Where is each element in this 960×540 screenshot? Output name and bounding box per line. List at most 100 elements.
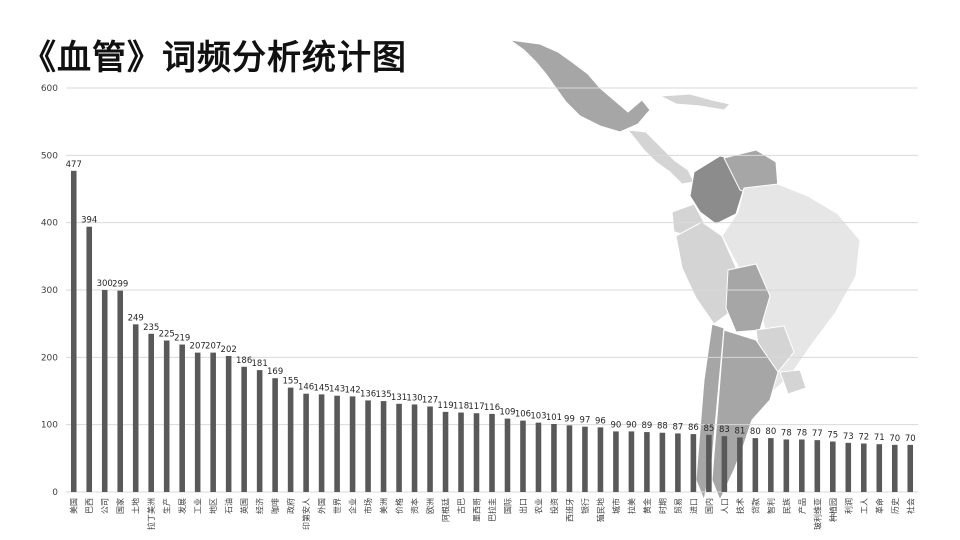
x-tick-label: 利润 [843, 498, 853, 514]
x-tick-label: 世界 [332, 498, 342, 514]
data-label: 127 [422, 395, 438, 405]
data-label: 97 [580, 416, 591, 426]
bar [520, 420, 526, 492]
bar [396, 403, 402, 492]
y-axis-ticks: 0 100 200 300 400 500 600 [41, 84, 58, 498]
x-tick-label: 技术 [735, 498, 745, 514]
x-tick-label: 生产 [162, 498, 172, 514]
bar [644, 432, 650, 492]
x-tick-label: 英国 [239, 498, 249, 514]
data-label: 136 [360, 389, 376, 399]
data-label: 88 [657, 422, 668, 432]
bar [706, 434, 712, 492]
bar [272, 378, 278, 492]
bar [380, 401, 387, 492]
data-label: 207 [205, 342, 221, 352]
bar [597, 427, 604, 492]
data-label: 103 [530, 412, 546, 422]
bar [210, 352, 216, 492]
data-label: 83 [719, 425, 730, 435]
bar [117, 290, 124, 492]
x-tick-label: 贸易 [673, 498, 683, 514]
data-label: 81 [734, 426, 745, 436]
bar [659, 432, 666, 492]
bar [256, 370, 263, 492]
x-tick-label: 国际 [503, 498, 512, 514]
bar [737, 437, 743, 492]
data-label: 73 [843, 432, 854, 442]
data-label: 235 [143, 323, 159, 333]
y-tick-label: 0 [52, 488, 58, 498]
x-tick-label: 银行 [580, 498, 590, 514]
data-label: 101 [546, 413, 562, 423]
x-tick-label: 国内 [704, 498, 714, 514]
bar [628, 431, 635, 492]
bar [799, 439, 805, 492]
bar [163, 340, 170, 492]
data-label: 219 [174, 334, 190, 344]
bar [287, 387, 294, 492]
data-label: 300 [97, 279, 113, 289]
bar [473, 413, 480, 492]
grid-lines [66, 87, 918, 493]
x-tick-label: 投资 [549, 498, 559, 514]
bar [783, 439, 790, 492]
x-tick-label: 西班牙 [564, 498, 574, 522]
bar [721, 436, 728, 492]
data-label: 109 [499, 408, 515, 418]
x-tick-label: 阿根廷 [441, 498, 451, 522]
bar [876, 444, 883, 492]
bar [318, 394, 325, 492]
data-label: 118 [453, 402, 469, 412]
data-label: 142 [344, 385, 360, 395]
bar [814, 440, 821, 492]
data-label: 131 [391, 393, 407, 403]
y-tick-label: 500 [41, 151, 58, 161]
data-label: 70 [905, 434, 916, 444]
bar [194, 352, 201, 492]
data-label: 225 [159, 330, 175, 340]
x-tick-label: 民族 [781, 498, 791, 514]
data-label: 89 [641, 421, 652, 431]
data-label: 146 [298, 383, 314, 393]
y-tick-label: 100 [41, 421, 58, 431]
x-tick-label: 古巴 [456, 498, 466, 514]
bar [582, 426, 588, 492]
x-tick-label: 革命 [874, 498, 884, 514]
data-label: 70 [889, 434, 900, 444]
data-label: 78 [781, 428, 792, 438]
data-label: 117 [468, 402, 484, 412]
data-label: 80 [750, 427, 761, 437]
x-tick-label: 历史 [890, 498, 900, 514]
data-label: 99 [564, 414, 575, 424]
bar [845, 442, 852, 492]
data-label: 86 [688, 423, 699, 433]
data-label: 249 [128, 313, 144, 323]
bar [690, 434, 697, 492]
data-label: 78 [796, 428, 807, 438]
bar [907, 444, 914, 492]
x-tick-label: 贷款 [750, 498, 760, 514]
x-tick-label: 种植园 [828, 498, 838, 522]
bar [225, 355, 232, 492]
data-label: 96 [595, 416, 606, 426]
x-tick-label: 巴拉圭 [487, 498, 497, 522]
x-tick-label: 石油 [224, 498, 234, 514]
x-axis-ticks: 美国 巴西 公司 国家 土地 拉丁美洲 生产 发展 工业 地区 石油 英国 经济 咖啡 政府 印第安人 外国 世界… [69, 498, 916, 530]
data-label: 299 [112, 280, 128, 290]
bar [132, 324, 139, 492]
x-tick-label: 农业 [533, 498, 543, 514]
bars [70, 170, 914, 492]
x-tick-label: 欧洲 [425, 498, 435, 514]
data-label: 75 [827, 431, 838, 441]
data-label: 394 [81, 216, 97, 226]
data-label: 72 [858, 433, 869, 443]
bar [349, 396, 356, 492]
bar [768, 438, 774, 492]
bar [86, 226, 93, 492]
data-label: 207 [190, 342, 206, 352]
map-region-mexico [509, 39, 651, 133]
